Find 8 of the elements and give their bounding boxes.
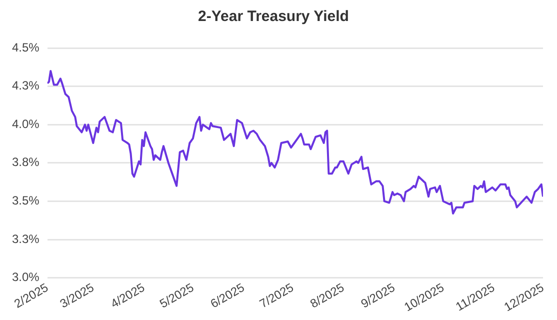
y-tick-label: 3.0% xyxy=(12,270,40,284)
y-tick-label: 3.8% xyxy=(12,155,40,170)
y-tick-label: 4.0% xyxy=(12,116,40,131)
y-tick-label: 3.5% xyxy=(12,194,40,208)
y-tick-label: 4.3% xyxy=(12,78,40,93)
y-tick-label: 4.5% xyxy=(12,40,40,54)
chart-title: 2-Year Treasury Yield xyxy=(198,8,349,26)
y-tick-label: 3.3% xyxy=(12,232,40,246)
